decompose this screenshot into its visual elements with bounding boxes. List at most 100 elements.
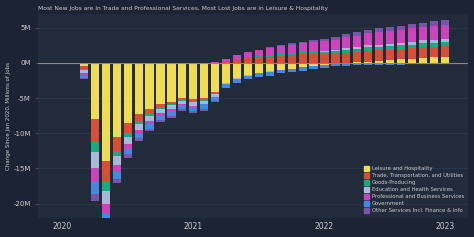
Bar	[386, 63, 394, 65]
Bar	[331, 51, 339, 54]
Bar	[135, 114, 143, 121]
Bar	[331, 37, 339, 40]
Bar	[189, 106, 198, 111]
Bar	[397, 63, 405, 65]
Bar	[441, 20, 449, 25]
Bar	[441, 39, 449, 42]
Bar	[430, 40, 438, 43]
Bar	[288, 68, 296, 72]
Bar	[167, 105, 175, 109]
Bar	[419, 23, 427, 27]
Bar	[288, 45, 296, 53]
Bar	[441, 25, 449, 39]
Bar	[408, 42, 416, 45]
Bar	[266, 48, 274, 55]
Bar	[397, 49, 405, 59]
Bar	[167, 104, 175, 105]
Bar	[222, 87, 230, 88]
Text: Most New Jobs are In Trade and Professional Services, Most Lost Jobs are in Leis: Most New Jobs are In Trade and Professio…	[38, 5, 328, 11]
Bar	[353, 52, 362, 62]
Bar	[135, 130, 143, 133]
Bar	[200, 98, 209, 100]
Bar	[222, 63, 230, 83]
Bar	[124, 132, 132, 137]
Bar	[331, 40, 339, 50]
Bar	[277, 63, 285, 70]
Bar	[430, 43, 438, 47]
Bar	[299, 67, 307, 71]
Bar	[266, 47, 274, 48]
Bar	[441, 46, 449, 57]
Bar	[244, 76, 252, 79]
Bar	[408, 45, 416, 48]
Bar	[91, 168, 99, 182]
Bar	[222, 83, 230, 84]
Bar	[430, 26, 438, 40]
Bar	[146, 121, 154, 124]
Bar	[102, 214, 110, 223]
Bar	[135, 121, 143, 124]
Bar	[386, 60, 394, 63]
Bar	[178, 101, 186, 105]
Bar	[233, 55, 241, 59]
Bar	[233, 78, 241, 79]
Bar	[113, 156, 121, 165]
Bar	[178, 98, 186, 100]
Bar	[331, 50, 339, 51]
Bar	[277, 56, 285, 63]
Bar	[222, 59, 230, 61]
Bar	[419, 47, 427, 58]
Bar	[397, 30, 405, 43]
Bar	[299, 42, 307, 43]
Bar	[408, 63, 416, 64]
Bar	[124, 63, 132, 123]
Bar	[80, 76, 88, 78]
Bar	[211, 63, 219, 92]
Bar	[342, 53, 350, 63]
Bar	[189, 102, 198, 106]
Bar	[91, 194, 99, 201]
Bar	[408, 28, 416, 42]
Bar	[255, 73, 263, 77]
Bar	[299, 63, 307, 67]
Bar	[419, 63, 427, 64]
Bar	[135, 63, 143, 114]
Bar	[113, 172, 121, 179]
Bar	[397, 43, 405, 45]
Bar	[310, 42, 318, 52]
Bar	[102, 223, 110, 229]
Bar	[331, 64, 339, 66]
Bar	[266, 72, 274, 76]
Bar	[91, 119, 99, 142]
Bar	[244, 63, 252, 75]
Bar	[178, 63, 186, 98]
Bar	[386, 44, 394, 46]
Bar	[375, 32, 383, 45]
Bar	[266, 57, 274, 63]
Bar	[233, 63, 241, 78]
Bar	[288, 63, 296, 68]
Bar	[91, 182, 99, 194]
Bar	[255, 56, 263, 57]
Bar	[364, 63, 373, 65]
Bar	[310, 52, 318, 55]
Bar	[310, 66, 318, 68]
Bar	[156, 109, 164, 113]
Bar	[320, 41, 328, 51]
Bar	[244, 58, 252, 63]
Bar	[80, 70, 88, 73]
Bar	[320, 55, 328, 63]
Bar	[255, 63, 263, 73]
Bar	[353, 36, 362, 47]
Bar	[320, 63, 328, 65]
Bar	[244, 75, 252, 76]
Bar	[146, 109, 154, 114]
Bar	[441, 57, 449, 63]
Bar	[146, 116, 154, 121]
Bar	[408, 48, 416, 59]
Bar	[364, 51, 373, 62]
Bar	[419, 58, 427, 63]
Bar	[113, 165, 121, 172]
Bar	[146, 124, 154, 129]
Bar	[178, 105, 186, 109]
